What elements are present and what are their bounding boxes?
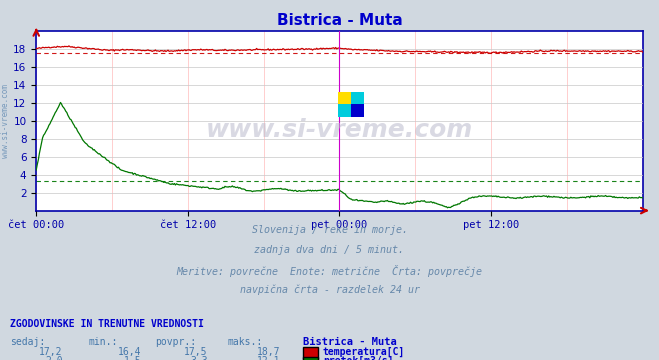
Text: 17,5: 17,5 (184, 347, 208, 357)
Text: 3,3: 3,3 (190, 356, 208, 360)
Text: povpr.:: povpr.: (155, 337, 196, 347)
Text: Slovenija / reke in morje.: Slovenija / reke in morje. (252, 225, 407, 235)
Text: 16,4: 16,4 (118, 347, 142, 357)
Text: navpična črta - razdelek 24 ur: navpična črta - razdelek 24 ur (239, 284, 420, 295)
Text: Bistrica - Muta: Bistrica - Muta (303, 337, 397, 347)
Bar (351, 92, 364, 104)
Text: www.si-vreme.com: www.si-vreme.com (1, 84, 11, 158)
Text: 18,7: 18,7 (256, 347, 280, 357)
Text: pretok[m3/s]: pretok[m3/s] (323, 356, 393, 360)
Bar (337, 92, 351, 104)
Bar (337, 104, 351, 117)
Text: temperatura[C]: temperatura[C] (323, 347, 405, 357)
Text: 17,2: 17,2 (39, 347, 63, 357)
Text: 12,1: 12,1 (256, 356, 280, 360)
Bar (351, 104, 364, 117)
Text: Meritve: povrečne  Enote: metrične  Črta: povprečje: Meritve: povrečne Enote: metrične Črta: … (177, 265, 482, 276)
Text: sedaj:: sedaj: (10, 337, 45, 347)
Text: 1,5: 1,5 (124, 356, 142, 360)
Text: maks.:: maks.: (227, 337, 262, 347)
Text: min.:: min.: (89, 337, 119, 347)
Text: www.si-vreme.com: www.si-vreme.com (206, 118, 473, 141)
Text: 2,0: 2,0 (45, 356, 63, 360)
Text: zadnja dva dni / 5 minut.: zadnja dva dni / 5 minut. (254, 245, 405, 255)
Text: ZGODOVINSKE IN TRENUTNE VREDNOSTI: ZGODOVINSKE IN TRENUTNE VREDNOSTI (10, 319, 204, 329)
Title: Bistrica - Muta: Bistrica - Muta (277, 13, 402, 28)
